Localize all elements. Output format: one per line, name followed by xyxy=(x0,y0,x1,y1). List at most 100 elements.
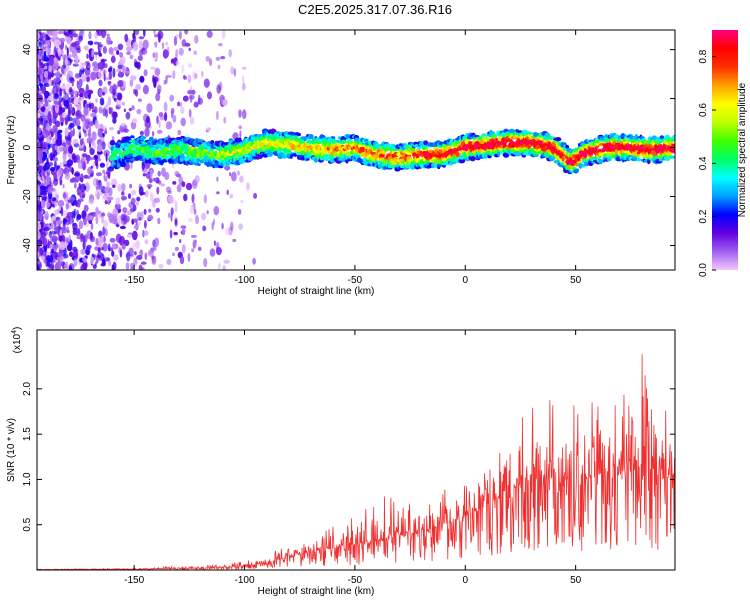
x-tick-label: -100 xyxy=(235,275,255,286)
noise-speckle xyxy=(112,68,116,78)
noise-speckle xyxy=(155,92,161,102)
ridge-cell xyxy=(136,152,141,156)
noise-speckle xyxy=(182,227,186,236)
ridge-cell xyxy=(217,165,224,169)
noise-speckle xyxy=(218,262,221,270)
noise-speckle xyxy=(69,199,73,203)
noise-speckle xyxy=(133,257,138,266)
ridge-cell xyxy=(127,148,133,155)
noise-speckle xyxy=(157,84,162,93)
noise-speckle xyxy=(50,222,55,231)
noise-speckle xyxy=(156,115,159,125)
noise-speckle xyxy=(78,128,82,136)
noise-speckle xyxy=(37,45,40,56)
ridge-cell xyxy=(364,138,369,142)
noise-speckle xyxy=(113,46,118,52)
noise-speckle xyxy=(161,42,165,50)
noise-speckle xyxy=(163,101,168,112)
y-multiplier-group: (x104) xyxy=(11,327,23,354)
noise-speckle xyxy=(71,153,76,160)
noise-speckle xyxy=(41,199,46,209)
x-tick-label: -100 xyxy=(235,575,255,586)
noise-speckle xyxy=(83,141,86,151)
ridge-cell xyxy=(135,155,143,160)
noise-speckle xyxy=(154,34,159,38)
ridge-cell xyxy=(572,154,576,159)
noise-speckle xyxy=(112,111,118,119)
noise-speckle xyxy=(72,63,79,67)
noise-speckle xyxy=(57,199,65,208)
noise-speckle xyxy=(62,94,65,102)
noise-speckle xyxy=(174,171,180,177)
ridge-cell xyxy=(671,143,675,147)
noise-speckle xyxy=(75,118,80,124)
noise-speckle xyxy=(61,226,68,234)
line-y-axis-label: SNR (10 * v/v) xyxy=(6,418,17,482)
noise-speckle xyxy=(52,144,55,153)
noise-speckle xyxy=(69,251,74,257)
noise-speckle xyxy=(71,82,74,87)
noise-speckle xyxy=(96,144,103,153)
noise-speckle xyxy=(149,251,153,255)
noise-speckle xyxy=(48,136,53,141)
noise-speckle xyxy=(108,82,111,87)
y-tick-label: -20 xyxy=(22,189,33,204)
noise-speckle xyxy=(138,186,144,196)
colorbar xyxy=(712,30,738,270)
y-tick-label: 1.5 xyxy=(22,427,33,441)
noise-speckle xyxy=(88,199,95,205)
noise-speckle xyxy=(115,197,121,206)
x-tick-label: 0 xyxy=(462,275,468,286)
noise-speckle xyxy=(48,78,52,87)
noise-speckle xyxy=(172,200,178,204)
noise-speckle xyxy=(43,50,47,59)
colorbar-tick-label: 0.2 xyxy=(698,209,709,223)
noise-speckle xyxy=(80,248,86,255)
noise-speckle xyxy=(125,111,131,120)
noise-speckle xyxy=(41,220,44,231)
ridge-cell xyxy=(288,131,295,136)
noise-speckle xyxy=(188,63,193,68)
noise-speckle xyxy=(228,49,232,58)
noise-speckle xyxy=(51,117,55,124)
noise-speckle xyxy=(152,52,156,59)
noise-speckle xyxy=(73,208,77,217)
noise-speckle xyxy=(37,126,41,135)
ridge-cell xyxy=(668,155,675,159)
noise-speckle xyxy=(78,144,83,151)
noise-speckle xyxy=(138,36,145,40)
noise-speckle xyxy=(103,228,108,237)
noise-speckle xyxy=(76,103,82,112)
noise-speckle xyxy=(155,51,159,60)
noise-speckle xyxy=(123,124,127,129)
ridge-cell xyxy=(639,145,645,150)
noise-speckle xyxy=(133,30,140,36)
noise-speckle xyxy=(39,60,42,66)
noise-speckle xyxy=(143,208,147,215)
noise-speckle xyxy=(123,108,126,113)
noise-speckle xyxy=(47,186,53,194)
noise-speckle xyxy=(81,62,88,66)
noise-speckle xyxy=(59,104,63,114)
noise-speckle xyxy=(152,177,157,182)
noise-speckle xyxy=(116,50,120,55)
noise-speckle xyxy=(137,98,142,102)
ridge-cell xyxy=(486,137,491,142)
page-title: C2E5.2025.317.07.36.R16 xyxy=(298,2,452,17)
noise-speckle xyxy=(78,95,84,105)
noise-speckle xyxy=(151,255,157,264)
noise-speckle xyxy=(136,255,143,260)
noise-speckle xyxy=(203,78,210,88)
noise-speckle xyxy=(129,54,134,60)
noise-speckle xyxy=(188,218,194,223)
noise-speckle xyxy=(124,33,129,43)
noise-speckle xyxy=(152,239,156,248)
noise-speckle xyxy=(132,204,137,212)
noise-speckle xyxy=(193,50,197,55)
noise-speckle xyxy=(180,106,185,115)
noise-speckle xyxy=(174,218,178,226)
noise-speckle xyxy=(77,125,81,130)
noise-speckle xyxy=(143,30,146,37)
noise-speckle xyxy=(55,138,62,147)
noise-speckle xyxy=(160,183,166,187)
